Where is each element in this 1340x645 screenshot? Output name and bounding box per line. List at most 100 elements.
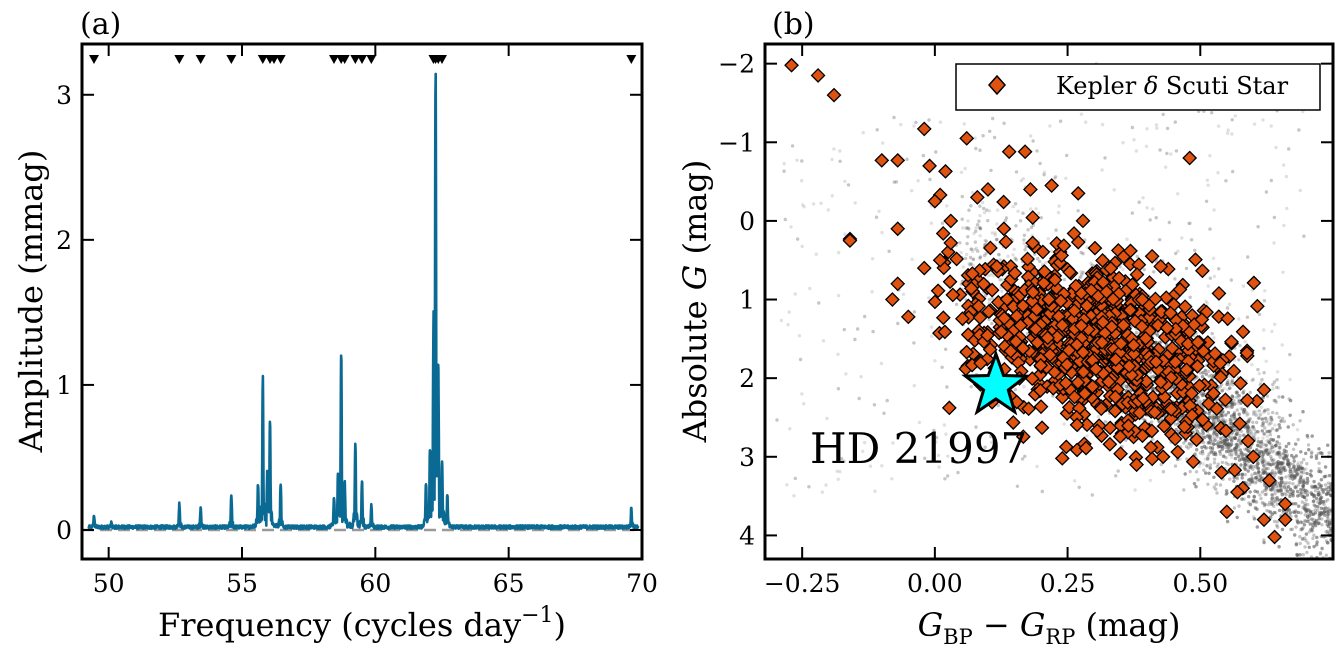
- background-star-point: [1208, 434, 1213, 438]
- background-star-point: [1279, 419, 1283, 423]
- background-star-point: [1274, 452, 1279, 456]
- background-star-point: [1261, 501, 1265, 505]
- background-star-point: [1203, 435, 1207, 440]
- background-star-point: [960, 194, 964, 199]
- background-star-point: [1310, 492, 1314, 497]
- background-star-point: [1266, 466, 1270, 471]
- background-star-point: [1207, 411, 1211, 416]
- background-star-point: [1293, 567, 1296, 570]
- background-star-point: [1268, 487, 1273, 492]
- background-star-point: [1114, 474, 1118, 478]
- background-star-point: [1269, 463, 1273, 467]
- background-star-point: [1269, 443, 1274, 447]
- background-star-point: [1182, 488, 1186, 492]
- background-star-point: [1290, 473, 1295, 477]
- background-star-point: [874, 215, 879, 219]
- background-star-point: [1261, 118, 1265, 122]
- background-star-point: [1292, 510, 1297, 514]
- background-star-point: [1235, 477, 1240, 481]
- background-star-point: [1238, 433, 1243, 438]
- background-star-point: [1154, 340, 1158, 345]
- background-star-point: [1172, 384, 1176, 389]
- background-star-point: [1231, 169, 1235, 174]
- background-star-point: [1317, 521, 1321, 525]
- background-star-point: [1065, 153, 1069, 158]
- background-star-point: [1263, 416, 1267, 421]
- background-star-point: [1290, 453, 1294, 458]
- background-star-point: [1233, 456, 1238, 461]
- background-star-point: [1312, 544, 1316, 549]
- background-star-point: [1316, 521, 1321, 526]
- background-star-point: [1283, 482, 1287, 487]
- background-star-point: [1302, 495, 1306, 499]
- background-star-point: [1216, 462, 1220, 466]
- background-star-point: [1256, 466, 1261, 471]
- background-star-point: [840, 457, 844, 461]
- background-star-point: [1287, 147, 1291, 151]
- background-star-point: [1257, 416, 1261, 420]
- background-star-point: [1260, 417, 1265, 421]
- background-star-point: [1274, 400, 1279, 404]
- x-tick-label: 55: [226, 569, 258, 598]
- background-star-point: [1231, 425, 1235, 429]
- frequency-marker: [329, 54, 339, 64]
- background-star-point: [989, 168, 993, 173]
- background-star-point: [1208, 436, 1212, 440]
- background-star-point: [1196, 478, 1200, 482]
- background-star-point: [1321, 490, 1326, 494]
- background-star-point: [1165, 151, 1169, 156]
- background-star-point: [969, 247, 973, 251]
- background-star-point: [1291, 489, 1295, 493]
- background-star-point: [1298, 535, 1302, 539]
- background-star-point: [1324, 539, 1329, 543]
- background-star-point: [1304, 489, 1309, 493]
- background-star-point: [1305, 514, 1310, 519]
- background-star-point: [1282, 448, 1287, 452]
- background-star-point: [1326, 443, 1330, 447]
- background-star-point: [1058, 119, 1063, 123]
- background-star-point: [1130, 211, 1135, 215]
- background-star-point: [1279, 462, 1283, 466]
- background-star-point: [1266, 408, 1270, 412]
- background-star-point: [1270, 418, 1274, 422]
- background-star-point: [1319, 470, 1323, 474]
- background-star-point: [1269, 458, 1274, 462]
- background-star-point: [1229, 437, 1233, 441]
- background-star-point: [1208, 446, 1213, 450]
- background-star-point: [1259, 380, 1263, 385]
- background-star-point: [1250, 479, 1254, 483]
- background-star-point: [1206, 482, 1210, 486]
- background-star-point: [994, 237, 999, 242]
- background-star-point: [1325, 491, 1329, 496]
- background-star-point: [826, 208, 830, 212]
- background-star-point: [1336, 523, 1339, 526]
- background-star-point: [1335, 493, 1338, 496]
- background-star-point: [1213, 415, 1217, 420]
- background-star-point: [912, 384, 916, 388]
- background-star-point: [1251, 425, 1256, 429]
- background-star-point: [1315, 535, 1319, 540]
- background-star-point: [1205, 434, 1210, 438]
- background-star-point: [1238, 452, 1242, 457]
- background-star-point: [1239, 463, 1243, 467]
- background-star-point: [1210, 415, 1214, 420]
- background-star-point: [964, 226, 968, 230]
- background-star-point: [1200, 393, 1205, 398]
- background-star-point: [1204, 446, 1208, 450]
- background-star-point: [1334, 520, 1337, 523]
- background-star-point: [1265, 448, 1269, 452]
- background-star-point: [973, 247, 977, 252]
- background-star-point: [1268, 441, 1272, 445]
- background-star-point: [1228, 406, 1232, 410]
- background-star-point: [1284, 449, 1288, 454]
- background-star-point: [1221, 454, 1226, 459]
- background-star-point: [1313, 508, 1317, 512]
- background-star-point: [1246, 426, 1250, 430]
- background-star-point: [991, 116, 995, 121]
- background-star-point: [1256, 466, 1261, 471]
- background-star-point: [1173, 277, 1177, 281]
- background-star-point: [1207, 374, 1211, 378]
- background-star-point: [1235, 390, 1240, 394]
- background-star-point: [1264, 408, 1268, 412]
- background-star-point: [1220, 460, 1225, 465]
